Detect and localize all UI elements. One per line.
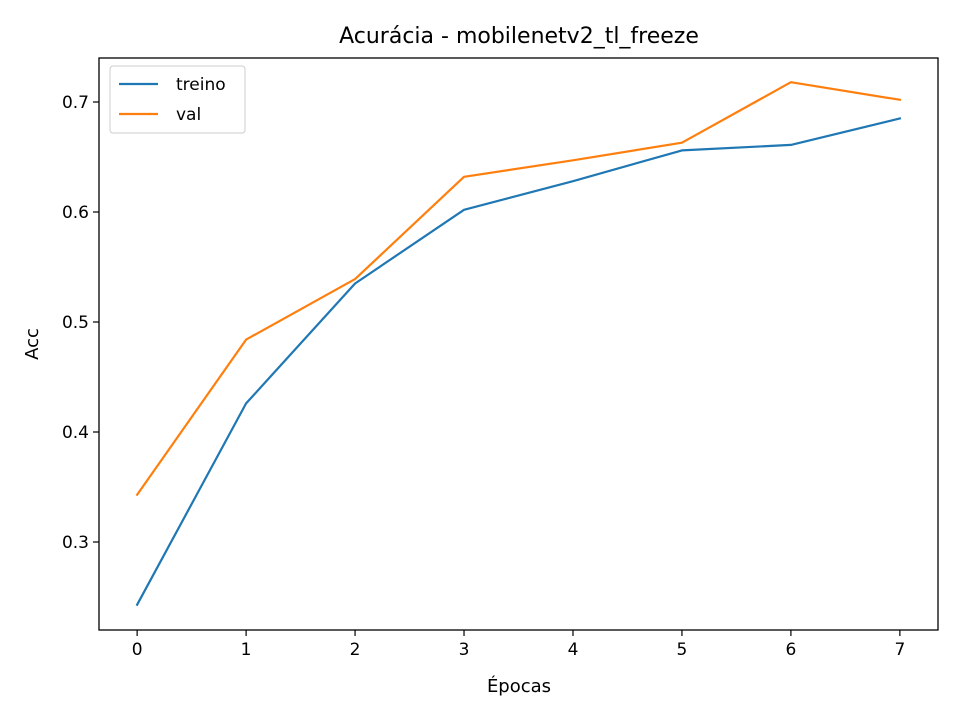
- x-axis-label: Épocas: [487, 675, 551, 697]
- x-tick-label: 4: [568, 640, 579, 660]
- x-tick-label: 5: [677, 640, 688, 660]
- y-tick-label: 0.5: [62, 313, 89, 333]
- legend-box: [109, 65, 246, 134]
- legend-label-val: val: [176, 105, 201, 125]
- series-line-val: [135, 81, 902, 497]
- x-tick-label: 0: [132, 640, 143, 660]
- y-tick-label: 0.4: [62, 423, 89, 443]
- y-tick-label: 0.6: [62, 203, 89, 223]
- legend: treino val: [109, 65, 246, 134]
- plot-frame: [98, 57, 939, 631]
- y-tick-label: 0.7: [62, 93, 89, 113]
- x-tick-label: 3: [459, 640, 470, 660]
- legend-label-treino: treino: [176, 75, 226, 95]
- x-tick-label: 7: [894, 640, 905, 660]
- axes: 0 1 2 3 4 5 6 7 0.3 0.4 0.5 0.6 0.7: [62, 93, 905, 660]
- x-tick-label: 2: [350, 640, 361, 660]
- x-tick-label: 6: [785, 640, 796, 660]
- plot-lines: [135, 81, 902, 607]
- chart-title: Acurácia - mobilenetv2_tl_freeze: [339, 24, 699, 49]
- y-tick-label: 0.3: [62, 533, 89, 553]
- series-line-treino: [135, 117, 902, 607]
- x-tick-label: 1: [241, 640, 252, 660]
- y-axis-label: Acc: [22, 328, 43, 360]
